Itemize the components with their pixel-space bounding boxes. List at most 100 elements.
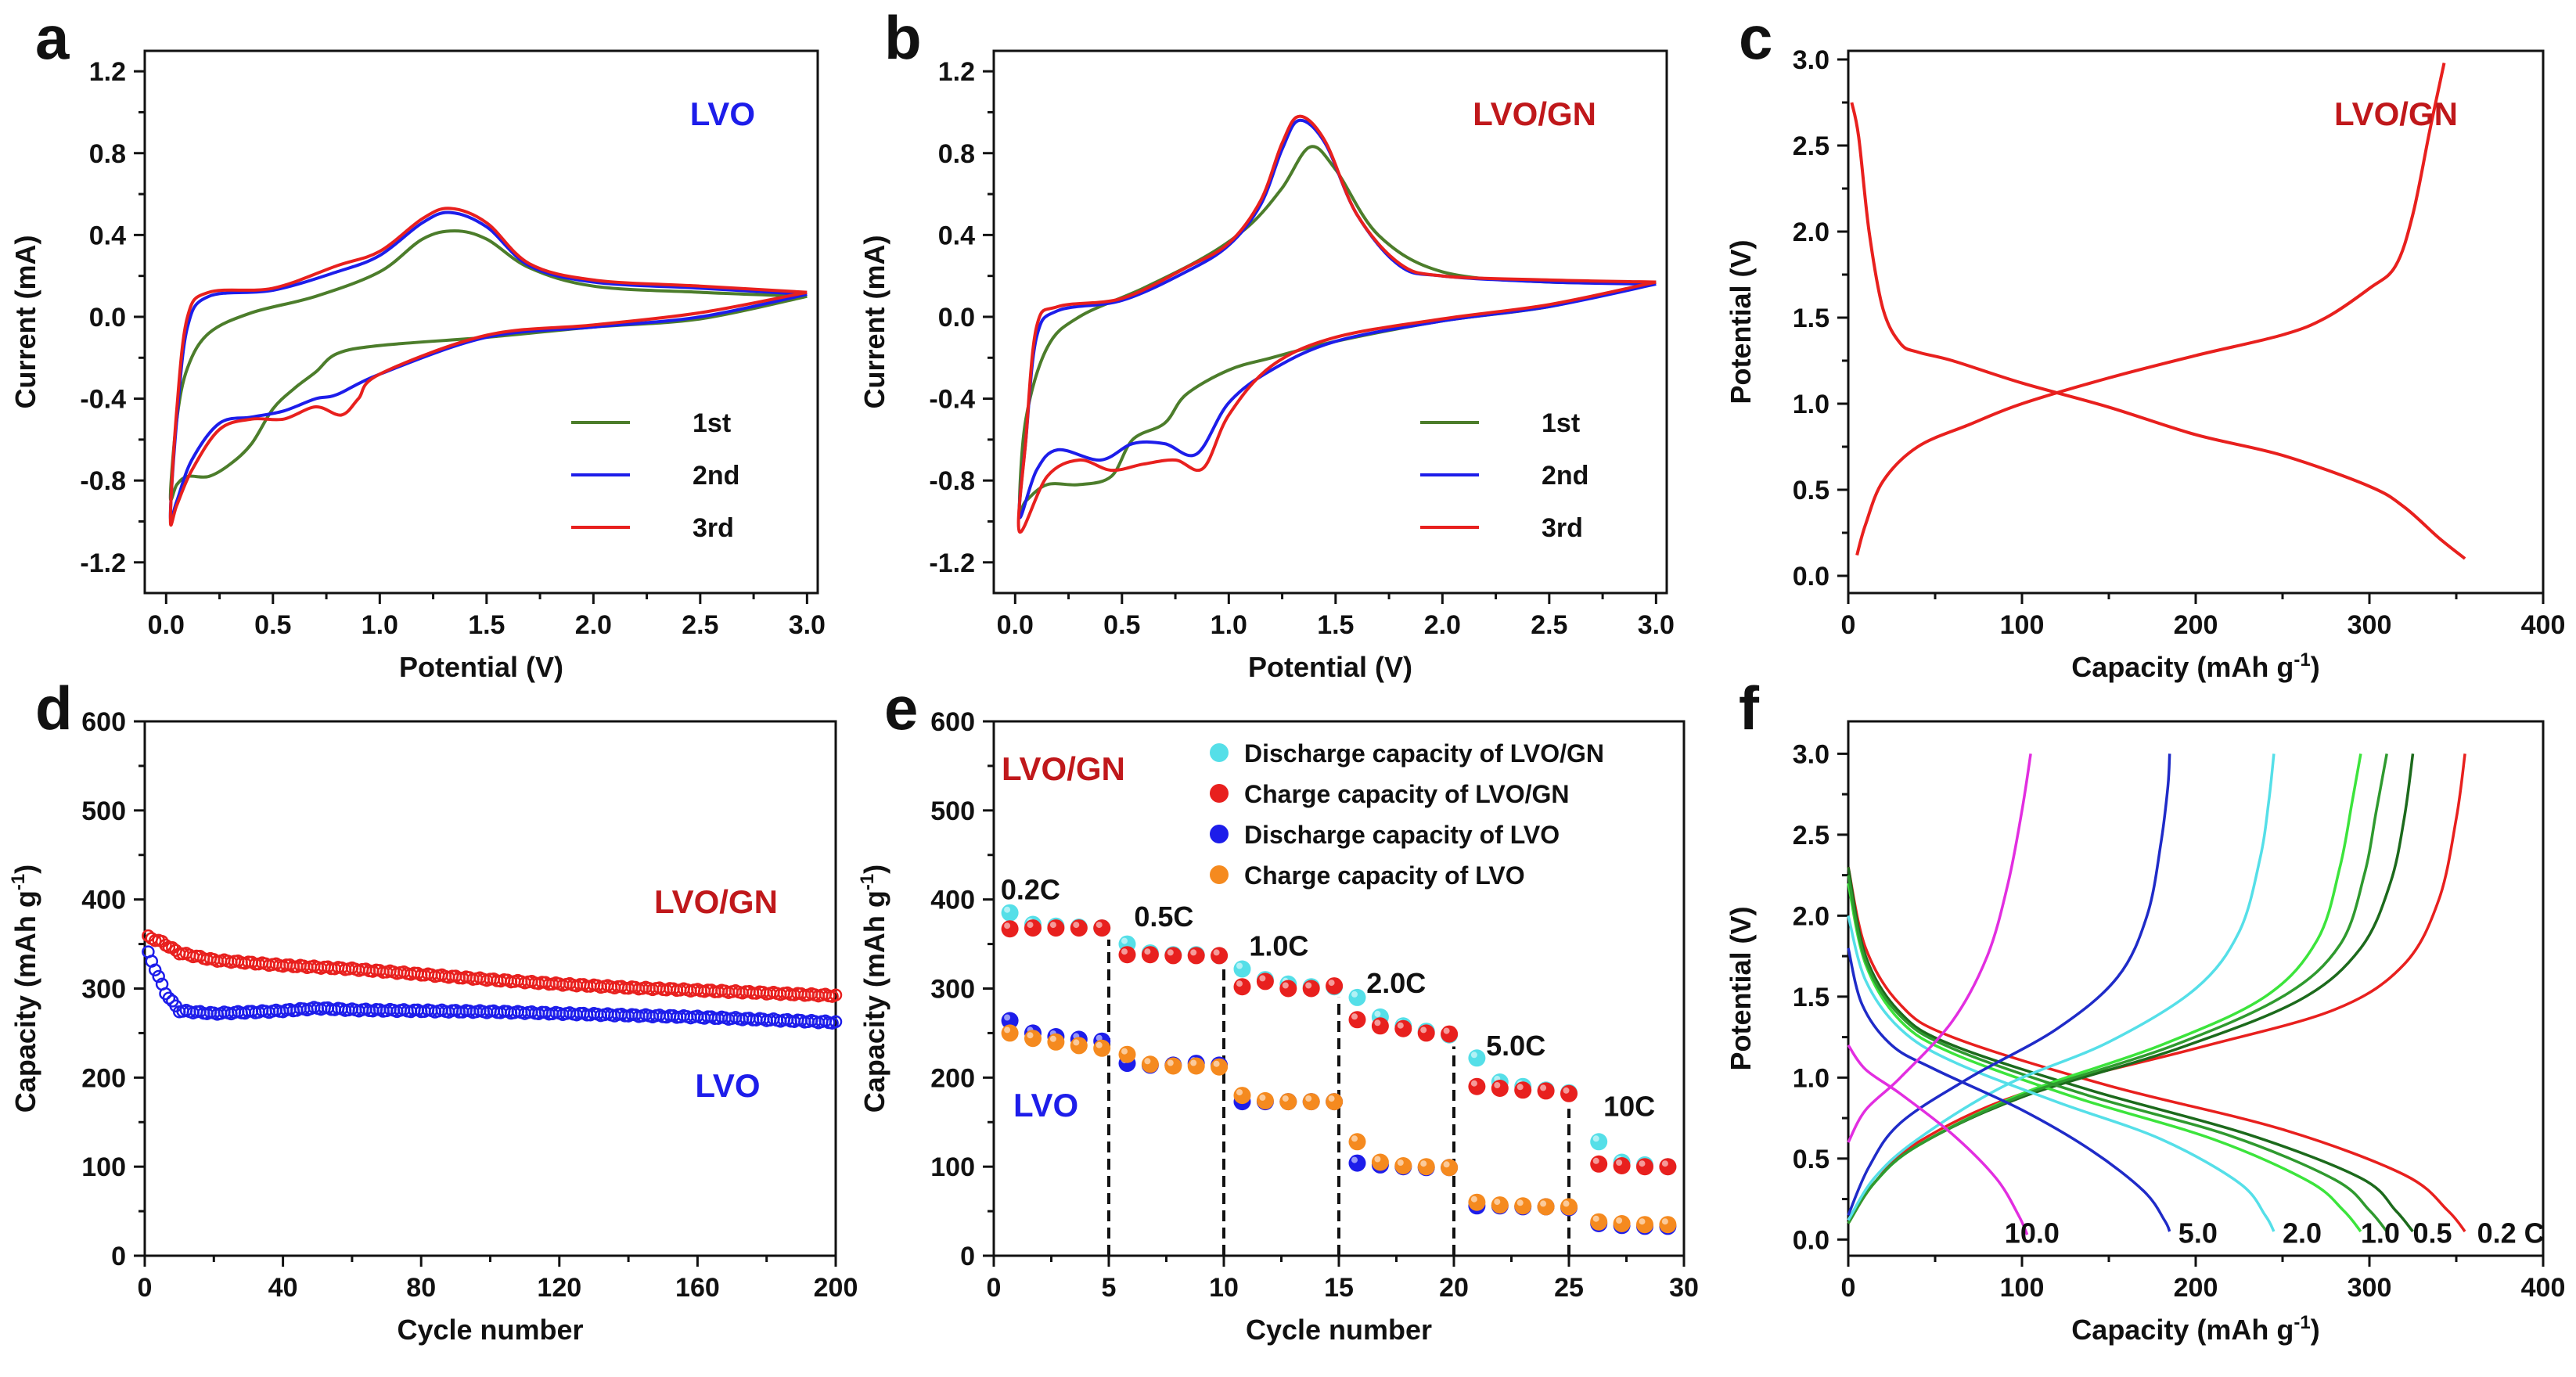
y-tick-label: -1.2 <box>80 548 126 578</box>
rate-point-highlight <box>1027 1032 1034 1039</box>
y-tick-label: -0.8 <box>80 466 126 496</box>
rate-point-highlight <box>1397 1022 1404 1029</box>
rate-point-3 <box>1348 1133 1366 1151</box>
legend-marker <box>1210 784 1229 803</box>
rate-point-3 <box>1233 1087 1251 1105</box>
y-tick-label: 1.2 <box>89 57 126 87</box>
rate-point-highlight <box>1374 1010 1381 1017</box>
rate-charge-curve <box>1847 753 2388 1224</box>
rate-point-highlight <box>1616 1159 1623 1166</box>
rate-point-3 <box>1164 1057 1182 1075</box>
y-axis-label: Potential (V) <box>1725 239 1757 404</box>
rate-label: 0.5C <box>1134 901 1193 933</box>
x-tick-label: 400 <box>2521 610 2566 640</box>
rate-point-1 <box>1371 1017 1389 1035</box>
y-tick-label: -0.8 <box>929 466 975 496</box>
cv-curve-1st <box>1017 145 1657 516</box>
rate-point-3 <box>1537 1198 1555 1216</box>
rate-point-1 <box>1001 920 1019 938</box>
rate-point-3 <box>1371 1153 1389 1171</box>
rate-charge-curve <box>1847 753 2032 1143</box>
rate-point-1 <box>1024 919 1042 937</box>
y-tick-label: 0.0 <box>1793 562 1829 591</box>
rate-discharge-curve <box>1847 1044 2029 1235</box>
rate-point-highlight <box>1328 1095 1335 1102</box>
x-axis-label: Potential (V) <box>399 651 563 683</box>
y-tick-label: -1.2 <box>929 548 975 578</box>
y-tick-label: 300 <box>81 975 126 1005</box>
panel-label: a <box>35 3 70 72</box>
rate-point-3 <box>1659 1216 1677 1234</box>
rate-label: 5.0 <box>2178 1217 2218 1249</box>
cycle-point-LVO <box>829 1015 843 1029</box>
rate-point-highlight <box>1616 1217 1623 1224</box>
rate-point-highlight <box>1374 1156 1381 1163</box>
rate-point-3 <box>1302 1093 1320 1111</box>
rate-point-highlight <box>1259 1094 1266 1101</box>
y-tick-label: 300 <box>930 975 975 1005</box>
y-tick-label: 2.0 <box>1793 218 1829 247</box>
legend-label: Discharge capacity of LVO/GN <box>1244 739 1604 768</box>
rate-label: 5.0C <box>1486 1030 1545 1062</box>
x-tick-label: 40 <box>268 1273 298 1303</box>
rate-point-highlight <box>1540 1200 1547 1207</box>
rate-point-highlight <box>1592 1157 1599 1164</box>
rate-point-highlight <box>1305 982 1312 989</box>
rate-point-3 <box>1613 1215 1631 1232</box>
panel-d: 0 40 80 120 160 200 0 100 200 300 400 500 600 Cycle n… <box>8 674 858 1346</box>
rate-point-highlight <box>1282 1095 1289 1102</box>
rate-point-3 <box>1187 1057 1205 1075</box>
rate-label: 2.0 <box>2283 1217 2322 1249</box>
rate-point-3 <box>1468 1193 1486 1211</box>
rate-point-highlight <box>1592 1135 1599 1142</box>
y-axis-label: Capacity (mAh g-1) <box>857 865 890 1113</box>
plot-frame <box>992 49 1668 595</box>
rate-point-highlight <box>1004 1014 1011 1021</box>
voltage-curve-discharge <box>1850 102 2466 560</box>
panel-label: b <box>884 3 922 72</box>
rate-point-1 <box>1394 1019 1412 1037</box>
rate-point-1 <box>1070 919 1088 937</box>
rate-point-highlight <box>1096 1034 1103 1041</box>
panel-b: 0.0 0.5 1.0 1.5 2.0 2.5 3.0 -1.2 -0.8 -0.4 0.0 0.4 0… <box>858 3 1675 683</box>
rate-point-highlight <box>1049 922 1056 929</box>
rate-point-highlight <box>1213 949 1220 956</box>
rate-point-3 <box>1001 1024 1019 1042</box>
rate-label: 0.2 C <box>2477 1217 2545 1249</box>
rate-charge-curve <box>1847 753 2362 1224</box>
rate-label: 1.0 <box>2361 1217 2400 1249</box>
x-tick-label: 2.5 <box>1531 610 1567 640</box>
rate-point-highlight <box>1420 1026 1427 1034</box>
x-tick-label: 30 <box>1669 1273 1699 1303</box>
rate-point-highlight <box>1563 1200 1570 1207</box>
panel-label: d <box>35 674 73 742</box>
rate-point-1 <box>1417 1024 1435 1042</box>
x-tick-label: 400 <box>2521 1273 2566 1303</box>
rate-point-highlight <box>1144 1058 1151 1065</box>
rate-point-highlight <box>1397 1159 1404 1166</box>
y-tick-label: 0.5 <box>1793 1145 1829 1174</box>
rate-point-1 <box>1326 977 1344 995</box>
x-tick-label: 160 <box>675 1273 720 1303</box>
rate-point-highlight <box>1516 1199 1524 1206</box>
legend-label: Discharge capacity of LVO <box>1244 821 1560 849</box>
panel-label: e <box>884 674 918 742</box>
cv-curve-1st <box>168 229 808 502</box>
y-tick-label: 2.5 <box>1793 131 1829 161</box>
rate-point-highlight <box>1282 982 1289 989</box>
legend-marker <box>1210 825 1229 843</box>
rate-point-3 <box>1093 1039 1111 1057</box>
cycle-point-LVO <box>148 963 162 976</box>
rate-point-highlight <box>1661 1218 1668 1225</box>
x-tick-label: 0 <box>987 1273 1002 1303</box>
x-axis-label: Capacity (mAh g-1) <box>2071 649 2319 683</box>
rate-point-3 <box>1118 1045 1136 1063</box>
y-tick-label: 0 <box>111 1242 126 1271</box>
rate-point-0 <box>1348 988 1366 1006</box>
rate-point-highlight <box>1049 1035 1056 1042</box>
cv-curve-3rd <box>1016 114 1657 534</box>
x-tick-label: 200 <box>814 1273 858 1303</box>
x-tick-label: 25 <box>1554 1273 1584 1303</box>
y-axis-label: Current (mA) <box>9 235 41 409</box>
y-tick-label: 0.0 <box>938 303 975 333</box>
